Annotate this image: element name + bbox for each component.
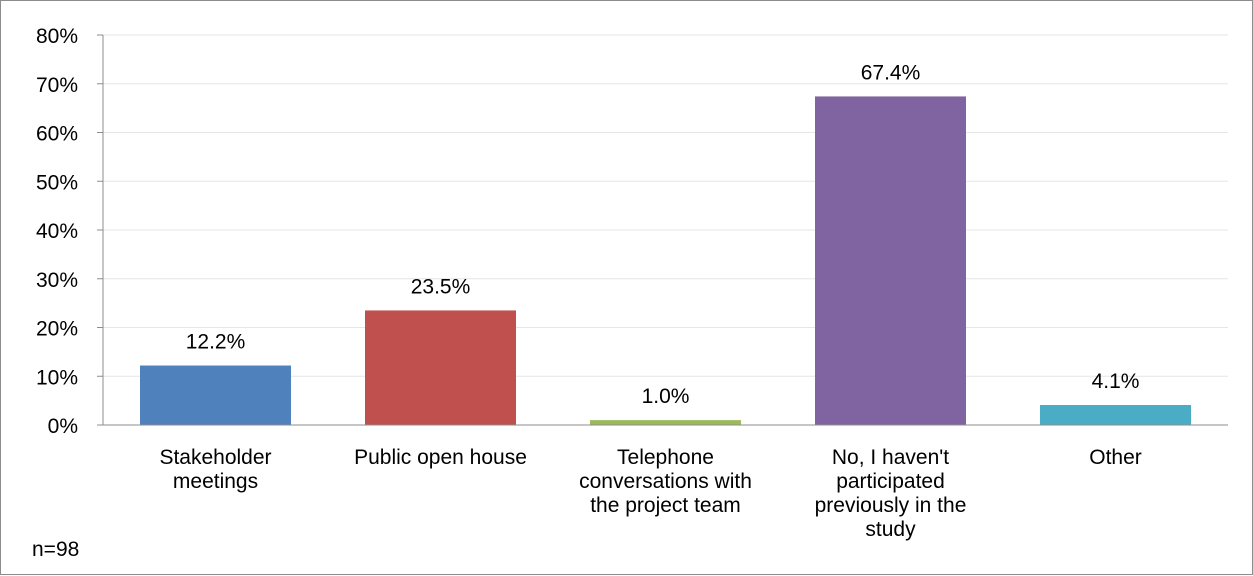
category-label: Other [1089,446,1142,469]
gridlines [103,34,1228,377]
category-label-line: Telephone [617,446,714,469]
data-label: 1.0% [642,385,690,408]
bar [365,310,516,425]
category-label: No, I haven't participated previously in t… [815,446,967,541]
category-label-line: study [865,518,916,541]
bars [140,96,1191,426]
y-tick-label: 20% [36,318,78,341]
y-tick-label: 50% [36,171,78,194]
sample-size-note: n=98 [32,538,80,561]
y-tick-label: 60% [36,123,78,146]
data-label: 4.1% [1092,370,1140,393]
bar [815,96,966,426]
y-axis-ticks: 0% 10% 20% 30% 40% 50% 60% 70% 80% [36,25,78,438]
axes [97,34,1228,426]
category-label-line: the project team [590,494,741,517]
y-tick-label: 40% [36,220,78,243]
category-labels: Stakeholder meetings Public open house Tele… [159,446,1141,541]
y-tick-label: 80% [36,25,78,48]
y-tick-label: 10% [36,366,78,389]
category-label-line: participated [836,470,945,493]
category-label-line: Stakeholder [159,446,271,469]
category-label-line: No, I haven't [832,446,949,469]
category-label-line: meetings [173,470,258,493]
category-label: Stakeholder meetings [159,446,271,493]
y-tick-label: 70% [36,74,78,97]
category-label: Public open house [354,446,527,469]
category-label: Telephone conversations with the project t… [579,446,752,517]
category-label-line: Other [1089,446,1142,469]
bar [590,420,741,425]
data-labels: 12.2% 23.5% 1.0% 67.4% 4.1% [186,61,1140,408]
data-label: 12.2% [186,331,246,354]
category-label-line: previously in the [815,494,967,517]
y-tick-label: 30% [36,269,78,292]
bar [1040,405,1191,425]
data-label: 67.4% [861,61,921,84]
data-label: 23.5% [411,275,471,298]
category-label-line: Public open house [354,446,527,469]
y-tick-label: 0% [48,415,78,438]
category-label-line: conversations with [579,470,752,493]
bar [140,365,291,425]
